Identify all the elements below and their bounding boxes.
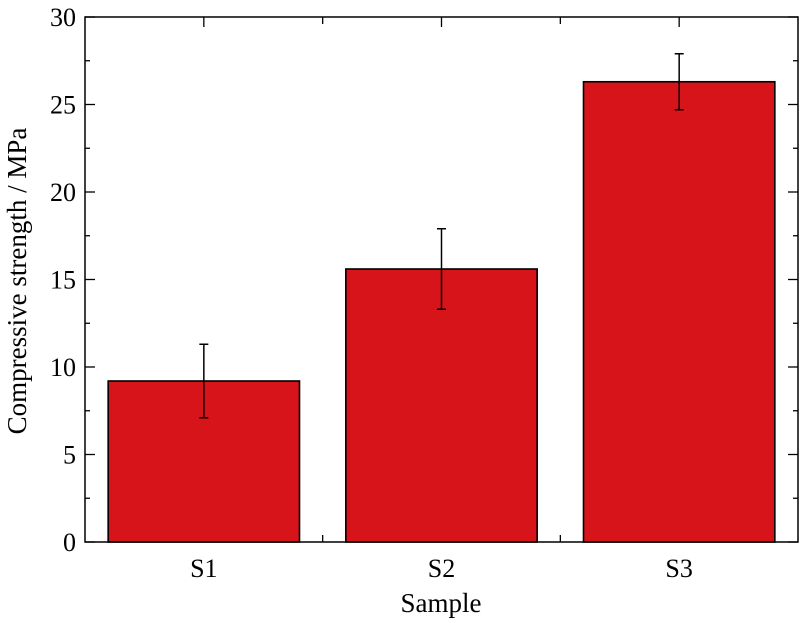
bar-s3 <box>582 80 776 543</box>
bars <box>107 80 776 543</box>
x-category-label: S1 <box>190 554 217 583</box>
y-axis-ticks: 0 5 10 15 20 25 30 <box>50 3 798 557</box>
x-axis-categories: S1 S2 S3 <box>190 554 693 583</box>
y-tick-label: 5 <box>63 441 76 470</box>
x-axis-title: Sample <box>401 588 482 618</box>
y-tick-label: 20 <box>50 178 76 207</box>
y-tick-label: 30 <box>50 3 76 32</box>
y-axis-title: Compressive strength / MPa <box>2 128 32 435</box>
x-category-label: S3 <box>665 554 692 583</box>
y-tick-label: 15 <box>50 266 76 295</box>
plot-frame <box>84 16 799 543</box>
y-tick-label: 25 <box>50 91 76 120</box>
x-category-label: S2 <box>428 554 455 583</box>
y-tick-label: 0 <box>63 528 76 557</box>
bar-s2 <box>345 268 538 543</box>
y-tick-label: 10 <box>50 353 76 382</box>
error-bars <box>199 53 684 419</box>
